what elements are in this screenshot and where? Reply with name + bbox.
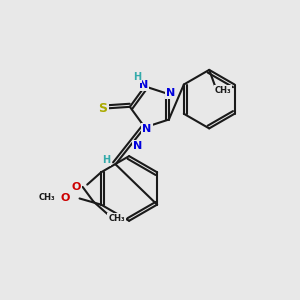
Text: CH₃: CH₃ [108,214,125,223]
Text: O: O [61,193,70,203]
Text: H: H [102,155,110,166]
Text: CH₃: CH₃ [39,193,56,202]
Text: O: O [72,182,81,192]
Text: S: S [98,102,107,115]
Text: N: N [133,141,142,151]
Text: N: N [142,124,152,134]
Text: H: H [133,72,141,82]
Text: N: N [166,88,175,98]
Text: CH₃: CH₃ [215,86,231,95]
Text: N: N [139,80,148,90]
